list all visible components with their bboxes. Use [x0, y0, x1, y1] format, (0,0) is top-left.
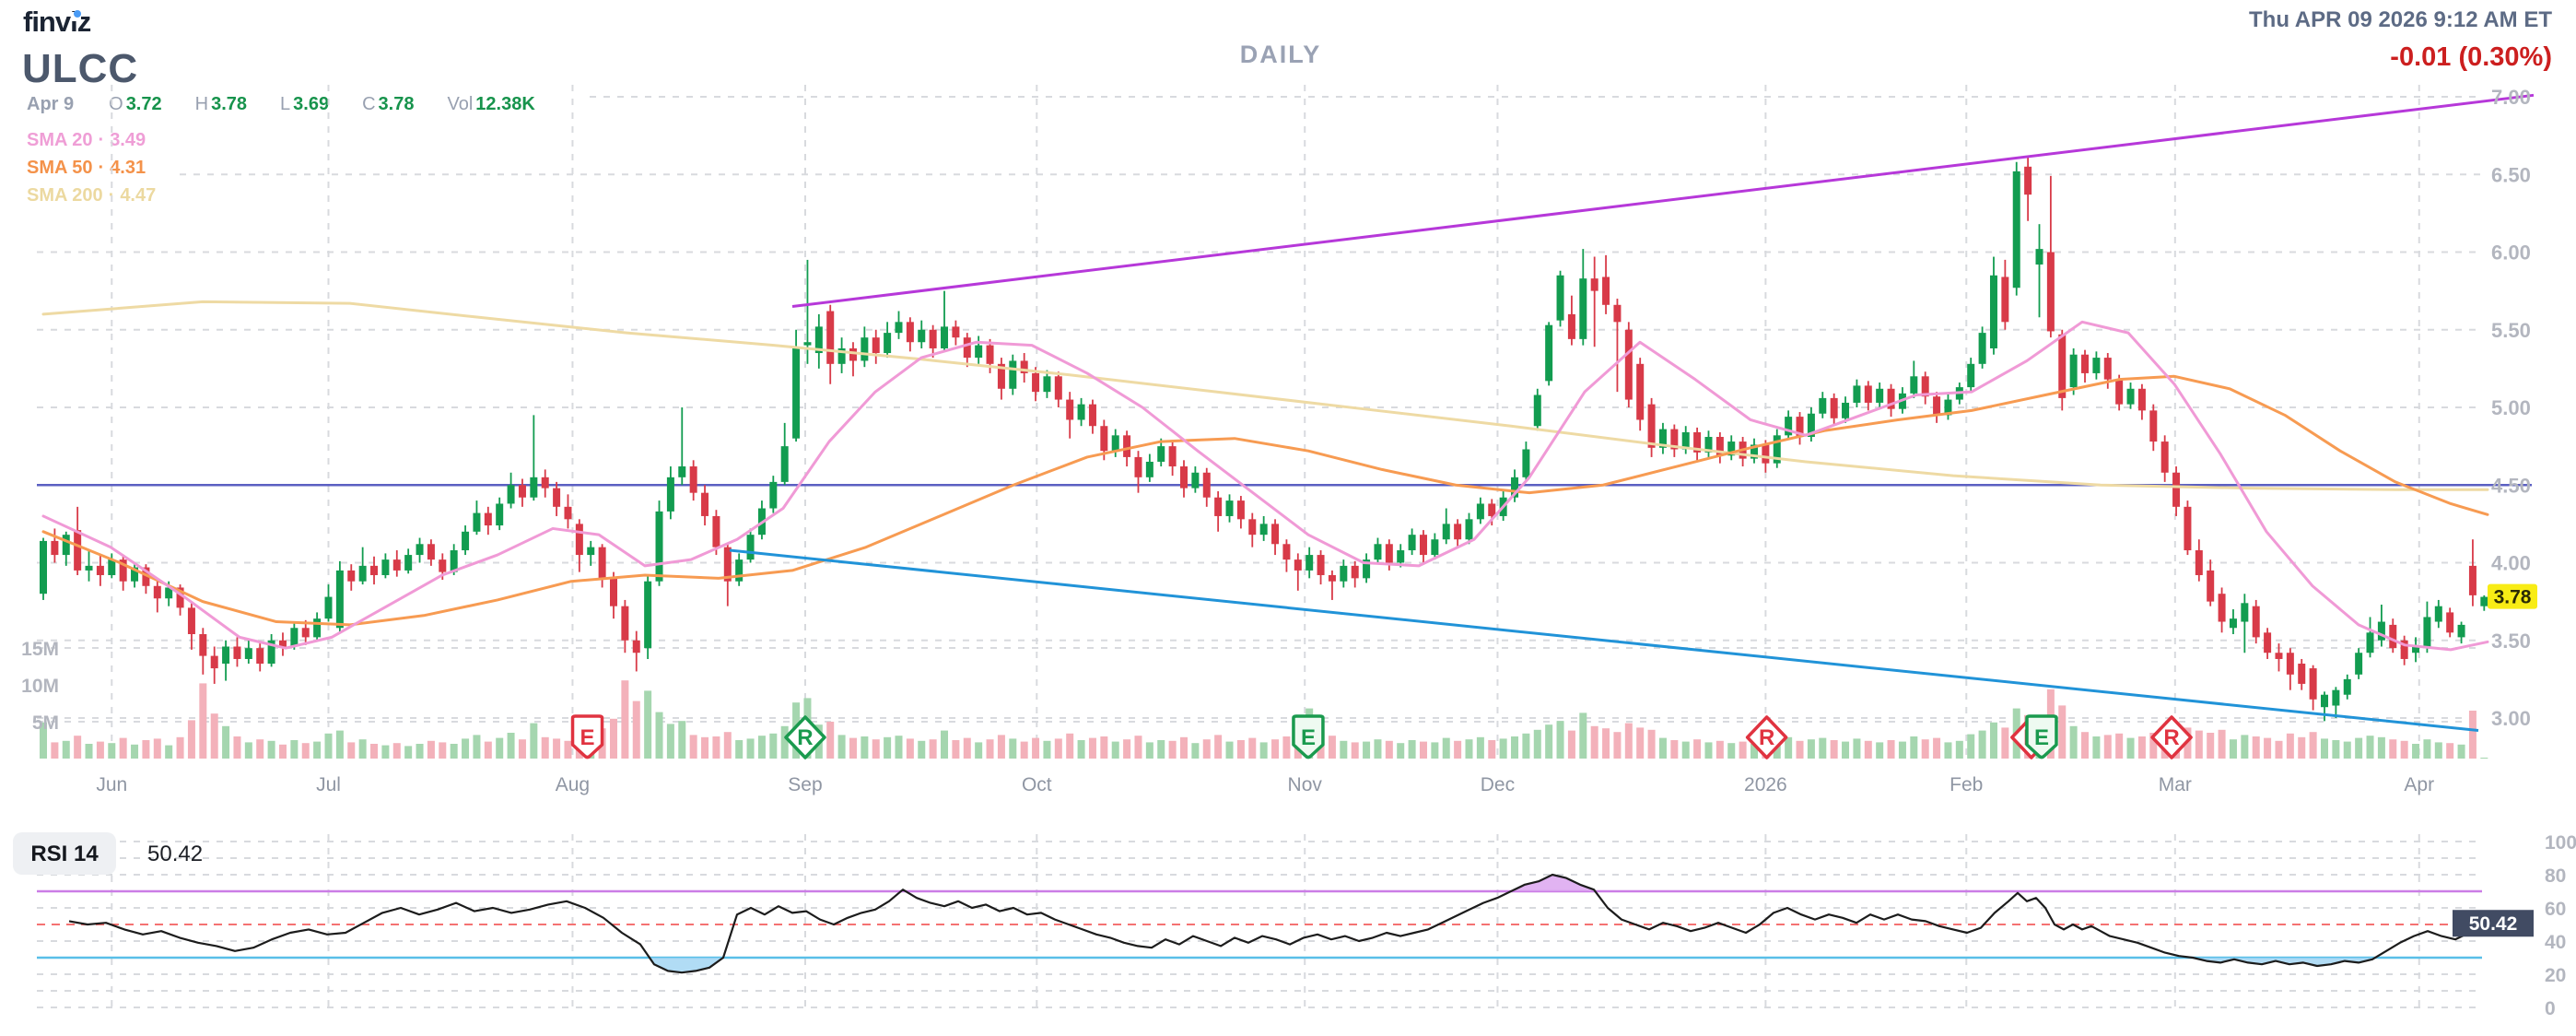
rsi-value-badge: 50.42 — [2453, 910, 2534, 937]
svg-text:5.00: 5.00 — [2491, 396, 2531, 419]
ticker-symbol: ULCC — [22, 46, 139, 91]
svg-text:Nov: Nov — [1288, 774, 1323, 795]
timeframe-label[interactable]: DAILY — [1239, 41, 1322, 68]
close-value: 3.78 — [378, 94, 415, 114]
gridlines — [37, 85, 2482, 1009]
svg-text:0: 0 — [2545, 998, 2556, 1019]
svg-text:50.42: 50.42 — [147, 842, 203, 866]
svg-text:Dec: Dec — [1481, 774, 1515, 795]
ascending-trendline[interactable] — [791, 93, 2535, 308]
sma50-line — [41, 374, 2489, 627]
svg-text:E: E — [580, 725, 595, 750]
svg-text:5.50: 5.50 — [2491, 319, 2531, 342]
descending-trendline[interactable] — [729, 548, 2479, 732]
ratings-marker[interactable]: R — [2150, 715, 2193, 759]
svg-text:Aug: Aug — [556, 774, 590, 795]
svg-text:100: 100 — [2545, 832, 2576, 854]
sma20-line — [41, 320, 2489, 652]
svg-text:6.00: 6.00 — [2491, 241, 2531, 265]
earnings-marker[interactable]: E — [2025, 714, 2058, 759]
volume-value: 12.38K — [475, 94, 535, 114]
volume-bars — [40, 680, 2488, 759]
svg-text:4.50: 4.50 — [2491, 474, 2531, 497]
svg-text:15M: 15M — [21, 639, 59, 660]
svg-text:2026: 2026 — [1744, 774, 1787, 795]
svg-text:20: 20 — [2545, 965, 2566, 986]
sma50-legend: SMA 50 · 4.31 — [27, 158, 146, 178]
svg-text:Jun: Jun — [96, 774, 127, 795]
ohlc-date: Apr 9 — [27, 94, 75, 114]
sma20-legend: SMA 20 · 3.49 — [27, 130, 146, 150]
svg-text:60: 60 — [2545, 899, 2566, 920]
svg-text:50.42: 50.42 — [2469, 913, 2518, 935]
svg-text:Feb: Feb — [1950, 774, 1983, 795]
ratings-marker[interactable]: R — [1745, 715, 1788, 759]
ratings-marker[interactable]: R — [784, 715, 826, 759]
rsi-line — [68, 873, 2525, 974]
svg-text:3.00: 3.00 — [2491, 707, 2531, 730]
svg-text:40: 40 — [2545, 932, 2566, 953]
svg-text:3.78: 3.78 — [2494, 587, 2532, 608]
svg-text:5M: 5M — [32, 712, 59, 734]
svg-text:Apr: Apr — [2404, 774, 2434, 795]
candlestick-series — [40, 157, 2488, 722]
svg-text:3.50: 3.50 — [2491, 630, 2531, 653]
earnings-marker[interactable]: E — [570, 714, 604, 759]
sma200-line — [41, 300, 2489, 491]
svg-text:E: E — [2034, 725, 2049, 750]
rsi-overbought-fill — [900, 875, 1596, 891]
svg-text:6.50: 6.50 — [2491, 163, 2531, 186]
svg-text:R: R — [2163, 725, 2179, 750]
rsi-header: RSI 14 50.42 — [13, 832, 203, 875]
svg-text:7.00: 7.00 — [2491, 86, 2531, 109]
svg-text:E: E — [1301, 725, 1316, 750]
svg-text:Mar: Mar — [2159, 774, 2192, 795]
earnings-marker[interactable]: E — [1292, 714, 1325, 759]
ohlc-row: Apr 9 O 3.72 H 3.78 L 3.69 C 3.78 Vol 12.38K — [27, 94, 535, 114]
svg-text:80: 80 — [2545, 865, 2566, 887]
last-price-badge: 3.78 — [2488, 583, 2537, 609]
rsi-oversold-fill — [650, 958, 2375, 973]
datetime-label: Thu APR 09 2026 9:12 AM ET — [2249, 7, 2552, 32]
svg-text:RSI 14: RSI 14 — [30, 842, 99, 866]
svg-text:R: R — [1759, 725, 1774, 750]
price-change-label: -0.01 (0.30%) — [2390, 42, 2552, 72]
event-markers: ERERRER — [570, 714, 2193, 759]
logo-blue-dot-icon — [74, 10, 81, 18]
high-value: 3.78 — [211, 94, 248, 114]
open-value: 3.72 — [125, 94, 162, 114]
svg-text:4.00: 4.00 — [2491, 552, 2531, 575]
low-value: 3.69 — [293, 94, 330, 114]
axis-labels: 7.00 6.50 6.00 5.50 5.00 4.50 4.00 3.50 3.00 15M 1… — [21, 86, 2576, 1019]
svg-text:Sep: Sep — [788, 774, 822, 795]
svg-text:Oct: Oct — [1022, 774, 1052, 795]
svg-text:10M: 10M — [21, 676, 59, 697]
svg-text:R: R — [797, 725, 813, 750]
svg-text:Jul: Jul — [316, 774, 341, 795]
